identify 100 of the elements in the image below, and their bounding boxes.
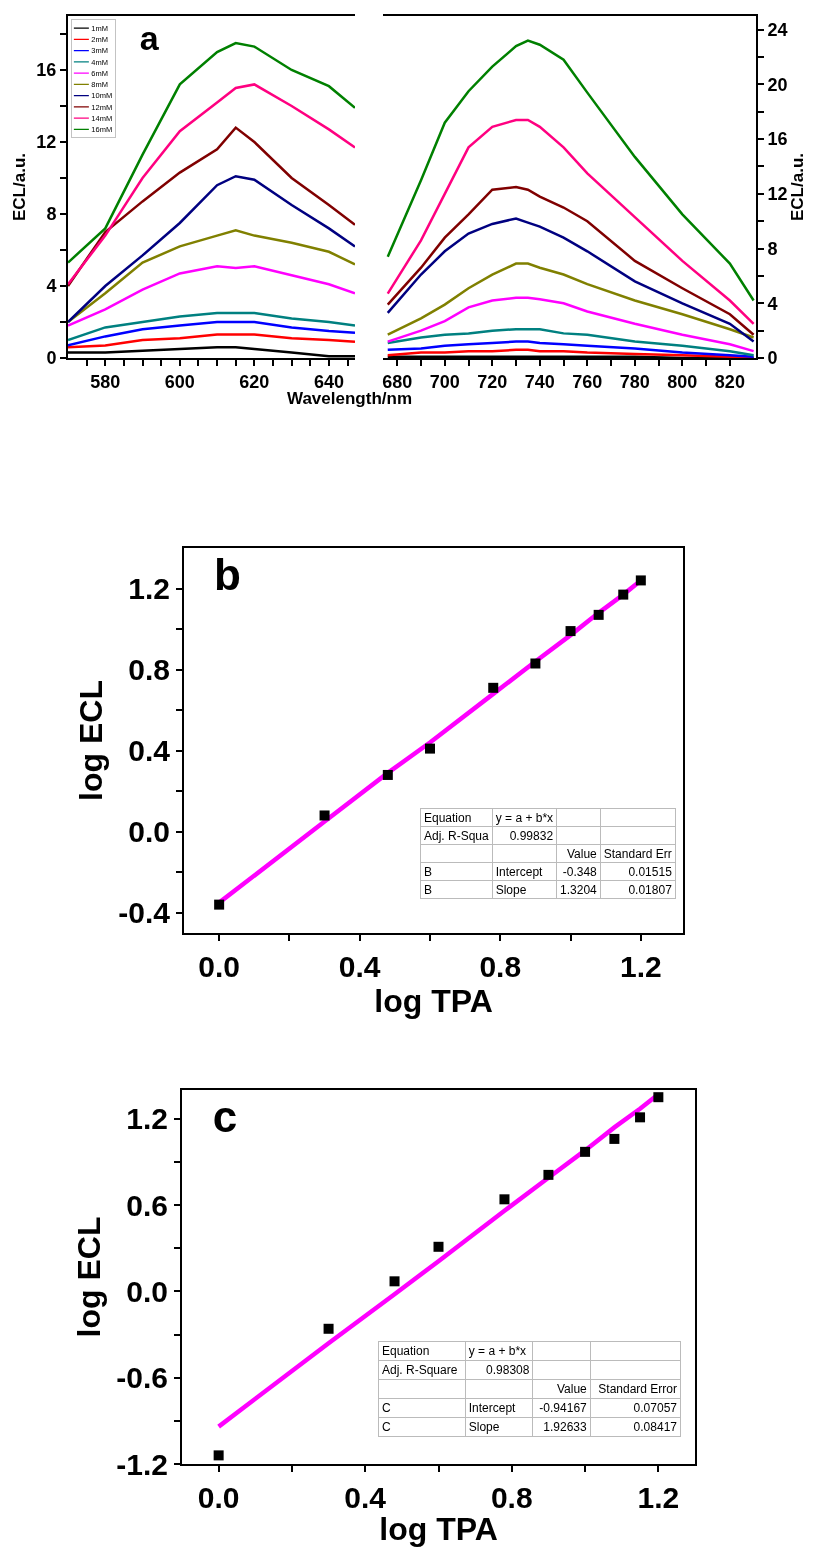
y-axis-title: ECL/a.u. [10,152,30,222]
annotation: Standard Err [600,844,676,863]
annotation: Adj. R-Square [378,1360,466,1380]
point [618,589,629,600]
annotation: 1.3204 [556,880,601,899]
y-tick-label: 0.0 [126,1274,168,1308]
y2-tick-label: 16 [767,129,788,150]
point [580,1146,591,1157]
annotation: Intercept [492,862,557,881]
x-tick-label: 1.2 [637,1481,680,1514]
annotation: 0.07057 [590,1398,681,1418]
annotation: Adj. R-Squa [420,826,493,845]
y2-axis-title: ECL/a.u. [787,152,807,222]
point [213,1450,224,1461]
annotation: Standard Error [590,1379,681,1399]
y2-tick-label: 12 [767,184,788,205]
x-axis-title: log TPA [374,983,493,1019]
x-axis-title: log TPA [379,1511,498,1547]
y-tick-label: 0.8 [128,653,170,687]
annotation: 0.99832 [492,826,557,845]
annotation: Equation [378,1341,466,1361]
y2-tick-label: 24 [767,19,788,40]
annotation: 0.98308 [465,1360,533,1380]
line-series [68,264,355,327]
annotation: Slope [492,880,557,899]
y-tick-label: 16 [36,60,57,81]
point [653,1092,664,1103]
point [635,1112,646,1123]
x-tick-label: 680 [382,371,413,392]
annotation: B [420,862,493,881]
x-tick-label: 820 [714,371,745,392]
line-series [386,39,755,302]
y-tick-label: 4 [46,276,57,297]
line-series [386,262,755,339]
line-series [68,228,355,324]
annotation: -0.348 [556,862,601,881]
y2-tick-label: 20 [767,74,788,95]
annotation: y = a + b*x [465,1341,533,1361]
x-tick-label: 740 [524,371,555,392]
annotation: -0.94167 [532,1398,591,1418]
y2-tick-label: 8 [767,238,778,259]
y-tick-label: 0.0 [128,815,170,849]
x-tick-label: 0.4 [344,1481,387,1514]
x-tick-label: 1.2 [619,950,662,983]
chart-title: c [212,1092,238,1142]
y2-tick-label: 4 [767,293,778,314]
x-tick-label: 760 [572,371,603,392]
point [382,769,393,780]
point [433,1241,444,1252]
x-tick-label: 720 [477,371,508,392]
line-series [68,320,355,347]
x-tick-label: 800 [667,371,698,392]
y-tick-label: 12 [36,132,57,153]
line-series [68,333,355,349]
y-tick-label: -1.2 [116,1447,168,1481]
chart-title: b [213,550,241,600]
annotation: 1.92633 [532,1417,591,1437]
x-tick-label: 620 [239,371,270,392]
line-series [386,217,755,343]
x-tick-label: 580 [90,371,121,392]
line-series [68,174,355,324]
point [565,626,576,637]
annotation: B [420,880,493,899]
point [609,1133,620,1144]
line-series [386,185,755,336]
annotation: C [378,1398,466,1418]
x-tick-label: 600 [164,371,195,392]
point [323,1323,334,1334]
annotation: Intercept [465,1398,533,1418]
y-tick-label: 1.2 [126,1102,168,1136]
x-axis-title: Wavelength/nm [287,389,412,408]
x-tick-label: 780 [619,371,650,392]
annotation: y = a + b*x [492,808,557,827]
annotation: Equation [420,808,493,827]
x-tick-label: 0.8 [479,950,522,983]
annotation: 0.01515 [600,862,676,881]
x-tick-label: 0.0 [198,950,240,983]
line-series [386,118,755,326]
point [543,1169,554,1180]
x-tick-label: 700 [429,371,460,392]
x-tick-label: 0.0 [197,1481,240,1514]
point [488,682,499,693]
y-tick-label: 1.2 [128,572,170,606]
y-tick-label: 0 [46,348,57,369]
y-axis-title: log ECL [71,1216,108,1338]
annotation: Slope [465,1417,533,1437]
line-series [68,311,355,342]
chart-title: a [139,19,160,58]
x-tick-label: 0.8 [490,1481,533,1514]
point [214,899,225,910]
y-tick-label: 0.6 [126,1188,168,1222]
y2-tick-label: 0 [767,348,778,369]
y-tick-label: -0.4 [118,896,171,930]
point [424,743,435,754]
x-tick-label: 0.4 [338,950,381,983]
y-tick-label: 8 [46,204,57,225]
point [593,609,604,620]
line-series [386,296,755,353]
y-tick-label: -0.6 [116,1361,168,1395]
point [635,575,646,586]
